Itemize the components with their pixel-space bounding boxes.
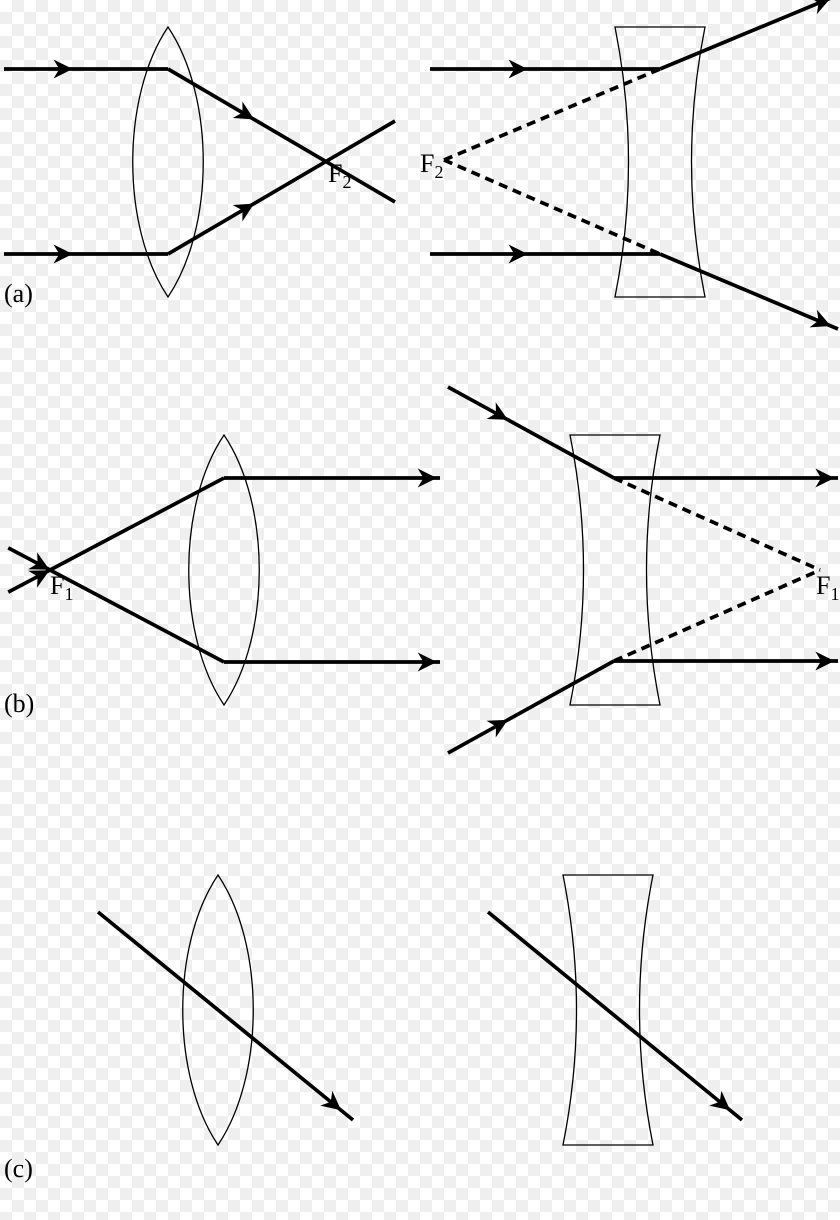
- focal-label-F2: F2: [328, 159, 351, 192]
- focal-label-F1: F1: [50, 571, 73, 604]
- virtual-ray: [444, 69, 660, 160]
- optics-diagram: (a) (b) (c) F2 F2 F1 F1: [0, 0, 840, 1220]
- concave-lens: [570, 435, 660, 705]
- ray: [448, 661, 614, 753]
- ray: [98, 912, 353, 1120]
- row-label-b: (b): [4, 689, 34, 718]
- ray: [8, 478, 224, 592]
- row-label-a: (a): [4, 279, 33, 308]
- ray: [448, 387, 614, 478]
- focal-label-F2: F2: [420, 149, 443, 182]
- ray: [488, 912, 742, 1120]
- diagram-canvas: (a) (b) (c) F2 F2 F1 F1: [0, 0, 840, 1220]
- convex-lens: [189, 435, 260, 705]
- row-label-c: (c): [4, 1154, 33, 1183]
- ray: [660, 254, 838, 329]
- ray: [8, 548, 224, 662]
- ray: [660, 0, 838, 69]
- virtual-ray: [614, 478, 820, 570]
- virtual-ray: [614, 570, 820, 661]
- focal-label-F1: F1: [816, 571, 839, 604]
